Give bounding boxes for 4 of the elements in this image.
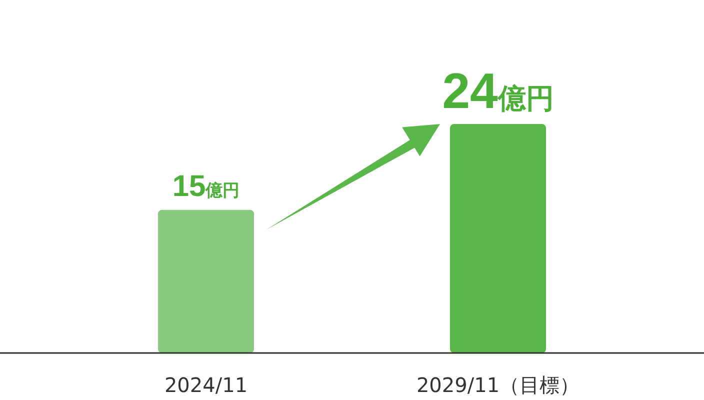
x-tick-label: 2029/11（目標） [416, 373, 580, 397]
data-label: 24億円 [442, 63, 554, 119]
data-label: 15億円 [172, 170, 240, 203]
x-tick-label: 2024/11 [164, 373, 248, 397]
